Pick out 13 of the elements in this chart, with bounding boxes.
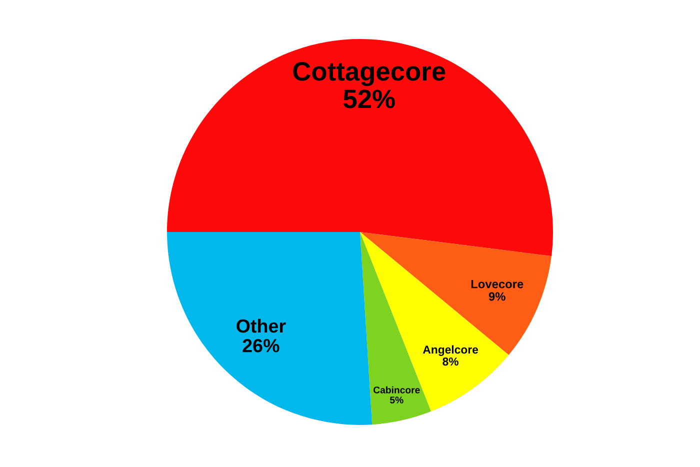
slice-label: Cabincore: [374, 386, 420, 394]
data-label: 52%: [344, 90, 395, 108]
data-label: 5%: [390, 396, 404, 404]
slice-label: Cottagecore: [293, 62, 446, 86]
slice-label: Other: [236, 318, 286, 333]
data-label: 26%: [242, 338, 280, 352]
slice-label: Lovecore: [471, 280, 524, 288]
pie-slice: [167, 38, 553, 256]
pie-slice: [360, 232, 552, 355]
data-label: 9%: [488, 292, 506, 301]
slice-label: Angelcore: [422, 345, 478, 356]
data-label: 8%: [442, 358, 458, 366]
pie-slice: [167, 232, 372, 425]
